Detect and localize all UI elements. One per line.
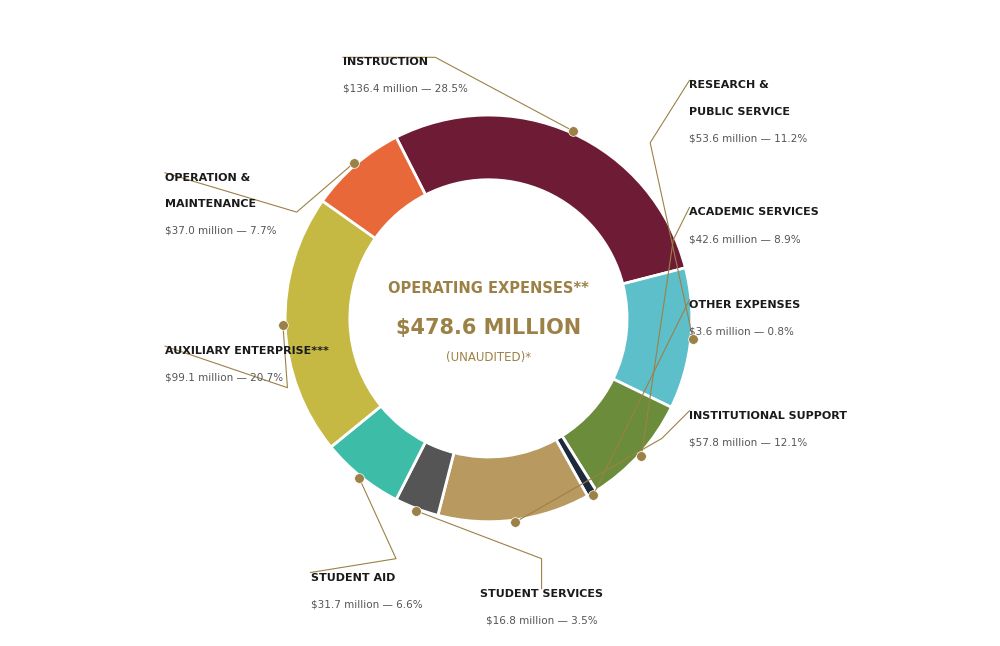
- Text: OTHER EXPENSES: OTHER EXPENSES: [689, 300, 801, 310]
- Wedge shape: [396, 442, 454, 516]
- Text: $16.8 million — 3.5%: $16.8 million — 3.5%: [486, 615, 597, 625]
- Wedge shape: [396, 115, 685, 284]
- Text: AUXILIARY ENTERPRISE***: AUXILIARY ENTERPRISE***: [165, 346, 329, 356]
- Text: STUDENT AID: STUDENT AID: [311, 572, 395, 583]
- Text: $478.6 MILLION: $478.6 MILLION: [396, 318, 581, 338]
- Text: OPERATING EXPENSES**: OPERATING EXPENSES**: [388, 281, 589, 296]
- Wedge shape: [613, 268, 692, 407]
- Text: RESEARCH &: RESEARCH &: [689, 80, 769, 90]
- Text: $31.7 million — 6.6%: $31.7 million — 6.6%: [311, 599, 422, 609]
- Text: STUDENT SERVICES: STUDENT SERVICES: [480, 589, 603, 599]
- Text: OPERATION &: OPERATION &: [165, 173, 250, 183]
- Wedge shape: [285, 201, 381, 447]
- Text: MAINTENANCE: MAINTENANCE: [165, 200, 256, 209]
- Text: $42.6 million — 8.9%: $42.6 million — 8.9%: [689, 234, 801, 244]
- Text: INSTRUCTION: INSTRUCTION: [343, 57, 428, 67]
- Text: $37.0 million — 7.7%: $37.0 million — 7.7%: [165, 226, 276, 236]
- Text: $99.1 million — 20.7%: $99.1 million — 20.7%: [165, 373, 283, 382]
- Text: ACADEMIC SERVICES: ACADEMIC SERVICES: [689, 207, 819, 218]
- Text: $57.8 million — 12.1%: $57.8 million — 12.1%: [689, 437, 808, 448]
- Wedge shape: [562, 379, 671, 491]
- Wedge shape: [438, 439, 588, 522]
- Text: $3.6 million — 0.8%: $3.6 million — 0.8%: [689, 326, 794, 337]
- Text: INSTITUTIONAL SUPPORT: INSTITUTIONAL SUPPORT: [689, 411, 847, 421]
- Text: $136.4 million — 28.5%: $136.4 million — 28.5%: [343, 84, 468, 94]
- Wedge shape: [322, 137, 426, 238]
- Text: (UNAUDITED)*: (UNAUDITED)*: [446, 351, 531, 364]
- Text: PUBLIC SERVICE: PUBLIC SERVICE: [689, 107, 790, 117]
- Wedge shape: [556, 436, 596, 496]
- Text: $53.6 million — 11.2%: $53.6 million — 11.2%: [689, 134, 808, 143]
- Wedge shape: [331, 406, 426, 499]
